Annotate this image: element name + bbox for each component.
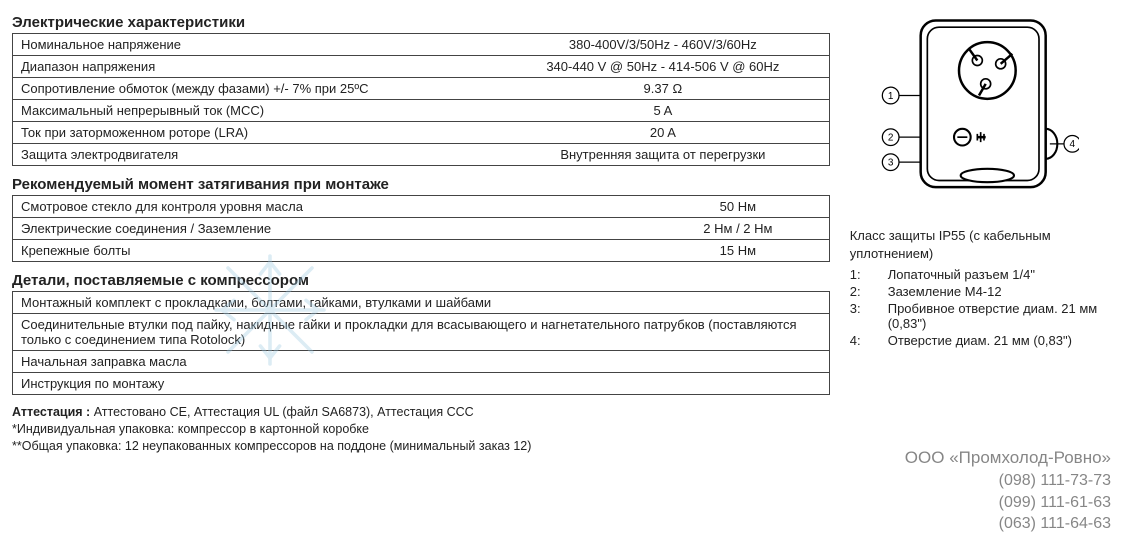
company-phone: (098) 111-73-73 [905,470,1111,492]
company-phone: (099) 111-61-63 [905,492,1111,514]
row-label: Электрические соединения / Заземление [13,218,648,240]
protection-class: Класс защиты IP55 (с кабельным уплотнени… [850,227,1109,263]
parts-row: Соединительные втулки под пайку, накидны… [13,314,830,351]
callout-1: 1 [888,91,894,102]
electrical-table: Номинальное напряжение380-400V/3/50Hz - … [12,33,830,166]
legend-num: 3: [850,301,870,331]
torque-table: Смотровое стекло для контроля уровня мас… [12,195,830,262]
legend-text: Пробивное отверстие диам. 21 мм (0,83") [888,301,1109,331]
row-label: Ток при заторможенном роторе (LRA) [13,122,498,144]
row-value: 2 Нм / 2 Нм [647,218,829,240]
parts-row: Начальная заправка масла [13,351,830,373]
attestation-label: Аттестация : [12,405,90,419]
legend-text: Заземление M4-12 [888,284,1109,299]
callout-4: 4 [1070,139,1076,150]
callout-2: 2 [888,133,894,144]
row-label: Номинальное напряжение [13,34,498,56]
row-value: 340-440 V @ 50Hz - 414-506 V @ 60Hz [497,56,829,78]
row-value: 50 Нм [647,196,829,218]
junction-box-diagram: 1 2 3 4 [879,8,1079,211]
row-label: Защита электродвигателя [13,144,498,166]
legend-num: 1: [850,267,870,282]
parts-row: Монтажный комплект с прокладками, болтам… [13,292,830,314]
footer-notes: Аттестация : Аттестовано CE, Аттестация … [12,405,830,453]
legend-text: Отверстие диам. 21 мм (0,83") [888,333,1109,348]
diagram-legend: 1: Лопаточный разъем 1/4" 2: Заземление M4… [850,267,1109,348]
footnote-1: *Индивидуальная упаковка: компрессор в к… [12,422,830,436]
row-value: 15 Нм [647,240,829,262]
footnote-2: **Общая упаковка: 12 неупакованных компр… [12,439,830,453]
row-label: Крепежные болты [13,240,648,262]
row-value: 5 A [497,100,829,122]
callout-3: 3 [888,158,894,169]
row-value: 20 A [497,122,829,144]
legend-text: Лопаточный разъем 1/4" [888,267,1109,282]
company-watermark: ООО «Промхолод-Ровно» (098) 111-73-73 (0… [905,447,1111,535]
parts-table: Монтажный комплект с прокладками, болтам… [12,291,830,395]
row-value: 9.37 Ω [497,78,829,100]
row-value: Внутренняя защита от перегрузки [497,144,829,166]
electrical-title: Электрические характеристики [12,14,830,31]
legend-num: 2: [850,284,870,299]
parts-title: Детали, поставляемые с компрессором [12,272,830,289]
row-label: Сопротивление обмоток (между фазами) +/-… [13,78,498,100]
attestation-text: Аттестовано CE, Аттестация UL (файл SA68… [94,405,474,419]
row-label: Смотровое стекло для контроля уровня мас… [13,196,648,218]
row-label: Диапазон напряжения [13,56,498,78]
legend-num: 4: [850,333,870,348]
row-value: 380-400V/3/50Hz - 460V/3/60Hz [497,34,829,56]
company-phone: (063) 111-64-63 [905,513,1111,535]
row-label: Максимальный непрерывный ток (MCC) [13,100,498,122]
company-name: ООО «Промхолод-Ровно» [905,447,1111,470]
torque-title: Рекомендуемый момент затягивания при мон… [12,176,830,193]
parts-row: Инструкция по монтажу [13,373,830,395]
